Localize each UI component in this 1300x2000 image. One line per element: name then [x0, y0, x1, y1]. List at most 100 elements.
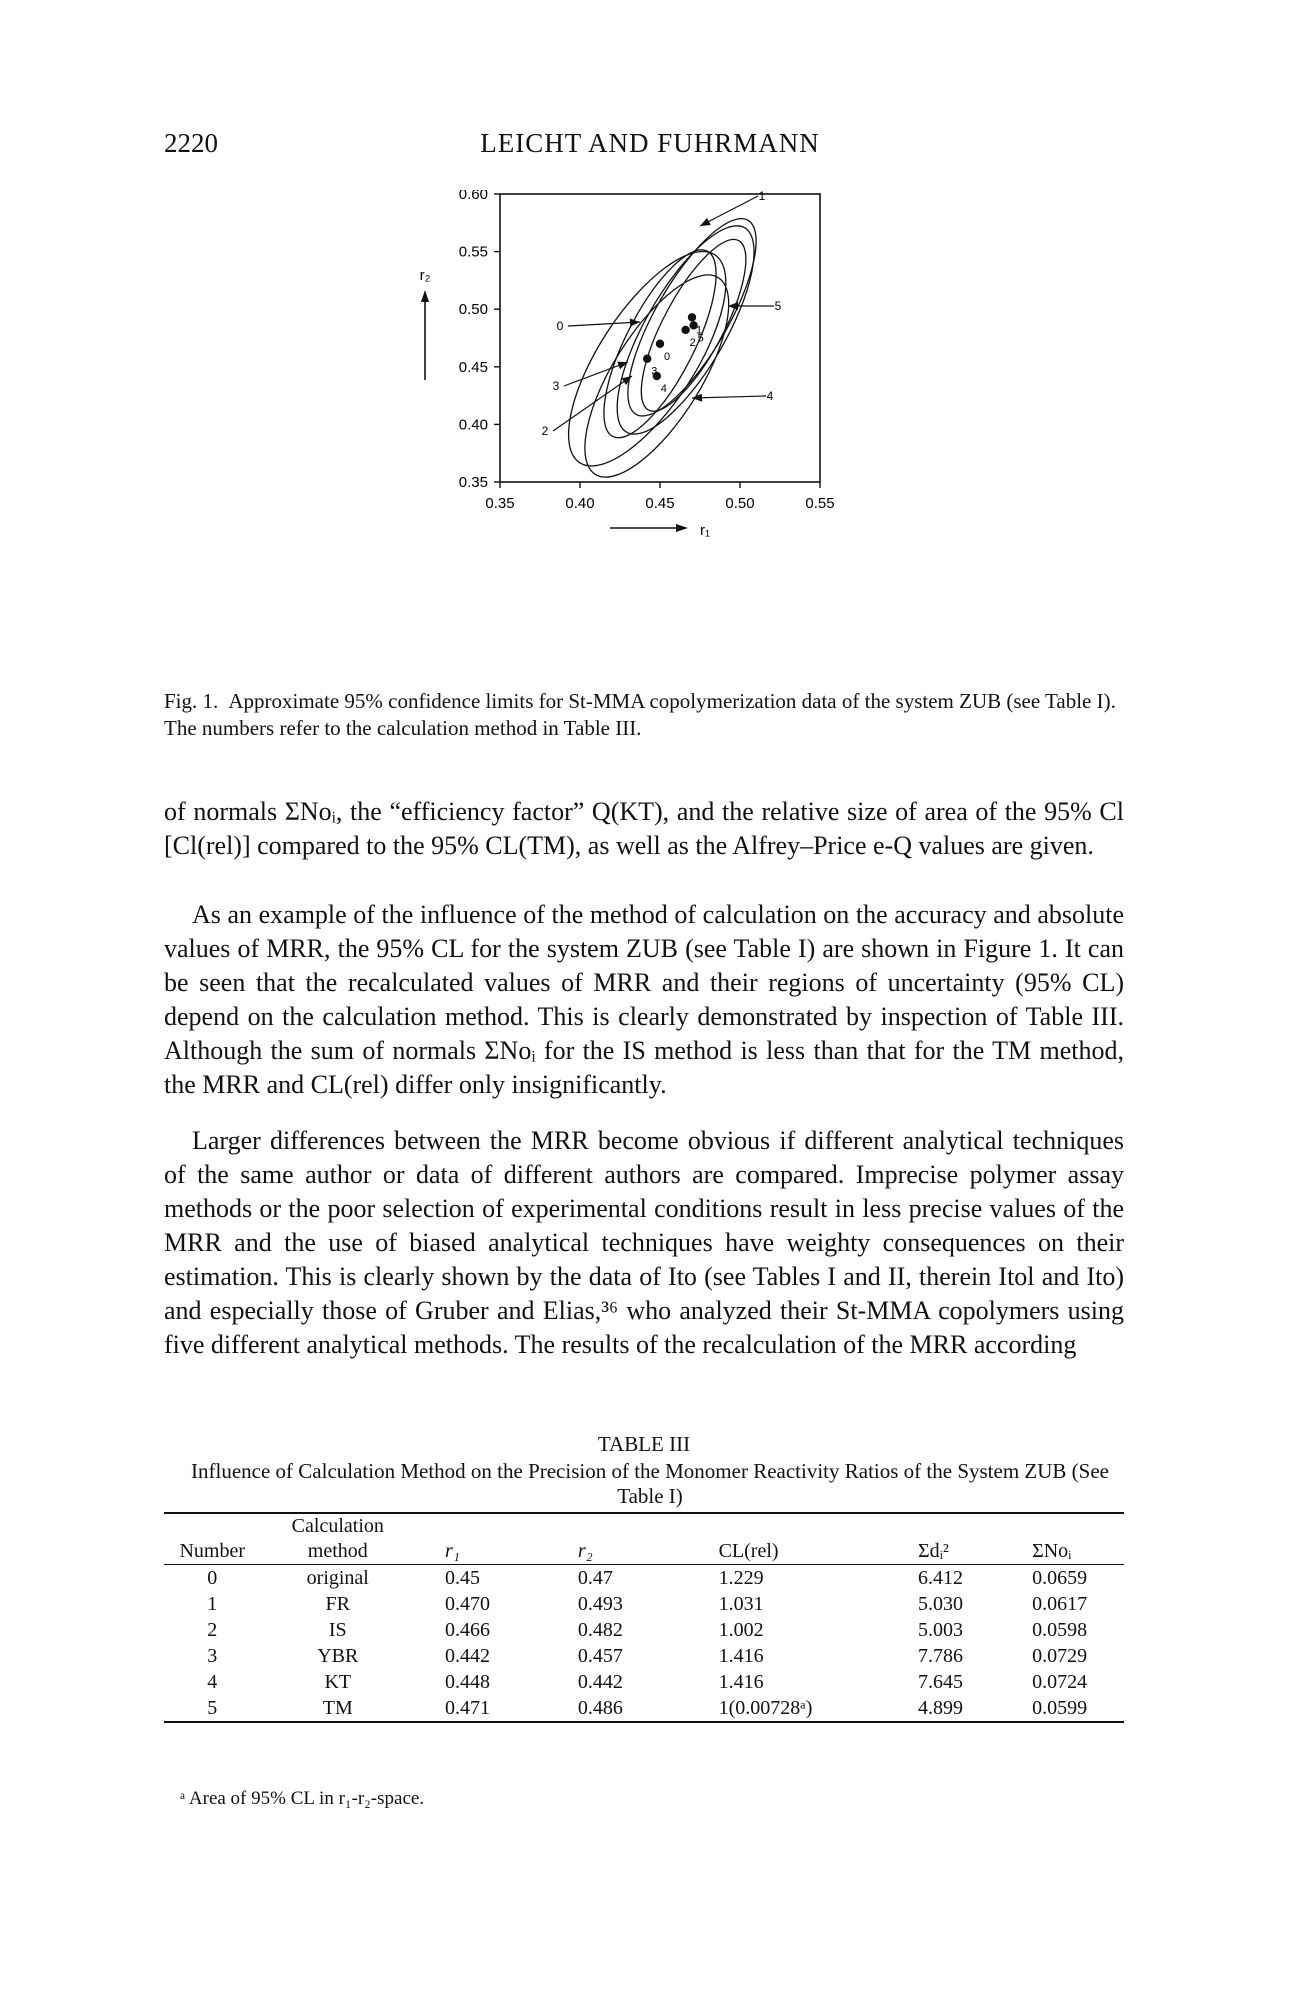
table-row: 5 TM 0.471 0.486 1(0.00728ᵃ) 4.899 0.0599 — [164, 1695, 1124, 1723]
x-tick-label: 0.40 — [565, 495, 594, 512]
paragraph-text: of normals ΣNoᵢ, the “efficiency factor”… — [164, 797, 1124, 860]
header-cell — [573, 1512, 679, 1539]
paragraph-text: Larger differences between the MRR becom… — [164, 1126, 1124, 1359]
confidence-ellipse-3 — [567, 250, 727, 467]
y-tick-label: 0.35 — [459, 474, 488, 491]
y-axis-label: r₂ — [420, 267, 431, 284]
body-paragraph-1: of normals ΣNoᵢ, the “efficiency factor”… — [164, 795, 1124, 863]
body-paragraph-3: Larger differences between the MRR becom… — [164, 1124, 1124, 1362]
table-cell: FR — [325, 1593, 350, 1615]
table-cell: 0.457 — [577, 1645, 623, 1667]
confidence-ellipse-4 — [584, 274, 730, 478]
table-iii: Calculation Number method r₁ r₂ CL(rel) … — [164, 1512, 1124, 1723]
table-cell: 0.0598 — [1032, 1619, 1088, 1641]
table-cell: original — [306, 1567, 369, 1589]
data-point-2 — [681, 325, 690, 335]
paragraph-text: As an example of the influence of the me… — [164, 900, 1124, 1099]
callout-label-4: 4 — [767, 389, 774, 403]
table-cell: 0.45 — [445, 1567, 481, 1589]
data-point-label-1: 1 — [696, 324, 702, 336]
callout-label-3: 3 — [553, 379, 560, 393]
table-cell: 1.031 — [718, 1593, 764, 1615]
y-axis-arrowhead — [421, 290, 429, 302]
callout-line-2 — [552, 375, 633, 432]
table-row: 1 FR 0.470 0.493 1.031 5.030 0.0617 — [164, 1591, 1124, 1617]
table-row: 2 IS 0.466 0.482 1.002 5.003 0.0598 — [164, 1617, 1124, 1643]
y-tick-label: 0.45 — [459, 359, 488, 376]
table-cell: 0.448 — [445, 1671, 491, 1693]
data-point-label-0: 0 — [664, 351, 670, 363]
table-cell: 2 — [207, 1619, 218, 1641]
callout-label-5: 5 — [775, 299, 782, 313]
table-header-row: Number method r₁ r₂ CL(rel) Σdᵢ² ΣNoᵢ — [164, 1539, 1124, 1565]
table-cell: 1.229 — [718, 1567, 764, 1589]
confidence-ellipse-5 — [640, 238, 747, 412]
callout-line-1 — [699, 195, 759, 227]
figure-caption-text: Approximate 95% confidence limits for St… — [164, 689, 1116, 740]
table-cell: 5 — [164, 1695, 261, 1723]
callout-arrowhead-3 — [617, 361, 628, 370]
header-cell — [887, 1512, 1029, 1539]
callout-arrowhead-4 — [692, 393, 703, 402]
header-cell-clrel: CL(rel) — [678, 1539, 888, 1565]
header-cell — [678, 1512, 888, 1539]
table-body: 0 original 0.45 0.47 1.229 6.412 0.0659 1 FR 0.47… — [164, 1565, 1124, 1723]
figure-caption: Fig. 1. Approximate 95% confidence limit… — [164, 688, 1124, 742]
figure-1-plot: 0.60 0.55 0.50 0.45 0.40 0.35 0.35 0.40 0.45 0.50… — [420, 190, 835, 539]
table-cell: 0.0599 — [1028, 1695, 1124, 1723]
table-cell: 0.0729 — [1032, 1645, 1088, 1667]
header-cell — [1028, 1512, 1124, 1539]
callout-label-0: 0 — [557, 319, 564, 333]
table-cell: TM — [260, 1695, 416, 1723]
page-number: 2220 — [164, 128, 218, 158]
header-cell — [164, 1512, 261, 1539]
table-cell: 0.482 — [577, 1619, 623, 1641]
table-cell: 0 — [207, 1567, 218, 1589]
header-cell-sum-d: Σdᵢ² — [887, 1539, 1029, 1565]
callout-label-2: 2 — [542, 424, 549, 438]
table-cell: 0.47 — [577, 1567, 613, 1589]
callout-label-1: 1 — [759, 190, 766, 203]
confidence-ellipse-0 — [603, 249, 717, 439]
table-caption: Influence of Calculation Method on the P… — [191, 1459, 1109, 1508]
callout-line-0 — [567, 321, 641, 327]
data-point-5 — [689, 321, 698, 330]
y-tick-label: 0.55 — [459, 244, 488, 261]
table-cell: 7.786 — [917, 1645, 963, 1667]
header-cell-r2: r₂ — [573, 1539, 679, 1565]
table-cell: 0.442 — [577, 1671, 623, 1693]
table-cell: YBR — [317, 1645, 359, 1667]
x-tick-label: 0.35 — [485, 495, 514, 512]
callout-line-3 — [563, 361, 629, 387]
data-point-0 — [655, 339, 665, 348]
table-cell: 1.416 — [718, 1645, 764, 1667]
table-cell: 5.030 — [917, 1593, 963, 1615]
data-points: 0 12 34 5 — [643, 313, 704, 395]
table-cell: 6.412 — [917, 1567, 963, 1589]
confidence-ellipse-2 — [616, 225, 755, 435]
x-tick-label: 0.55 — [805, 495, 834, 512]
table-header-row-top: Calculation — [164, 1512, 1124, 1539]
table-cell: KT — [324, 1671, 352, 1693]
header-cell-sum-no: ΣNoᵢ — [1028, 1539, 1124, 1565]
callout-arrowhead-1 — [700, 217, 711, 226]
table-cell: 1 — [207, 1593, 218, 1615]
data-point-label-3: 3 — [651, 366, 657, 378]
callout-arrowhead-2 — [621, 376, 632, 385]
table-cell: 0.0617 — [1032, 1593, 1088, 1615]
callout-arrowhead-0 — [629, 318, 640, 327]
data-table: Calculation Number method r₁ r₂ CL(rel) … — [164, 1512, 1124, 1723]
running-head: LEICHT AND FUHRMANN — [480, 128, 820, 158]
table-cell: 0.442 — [445, 1645, 491, 1667]
data-point-label-2: 2 — [690, 337, 696, 349]
plot-frame — [499, 193, 821, 483]
table-cell: 0.0724 — [1032, 1671, 1088, 1693]
table-cell: 3 — [207, 1645, 218, 1667]
header-cell: Calculation — [260, 1512, 416, 1539]
data-point-1 — [687, 313, 697, 322]
data-point-3 — [643, 354, 652, 363]
x-axis-label: r₁ — [700, 522, 710, 539]
body-paragraph-2: As an example of the influence of the me… — [164, 898, 1124, 1102]
table-cell: 0.493 — [577, 1593, 623, 1615]
